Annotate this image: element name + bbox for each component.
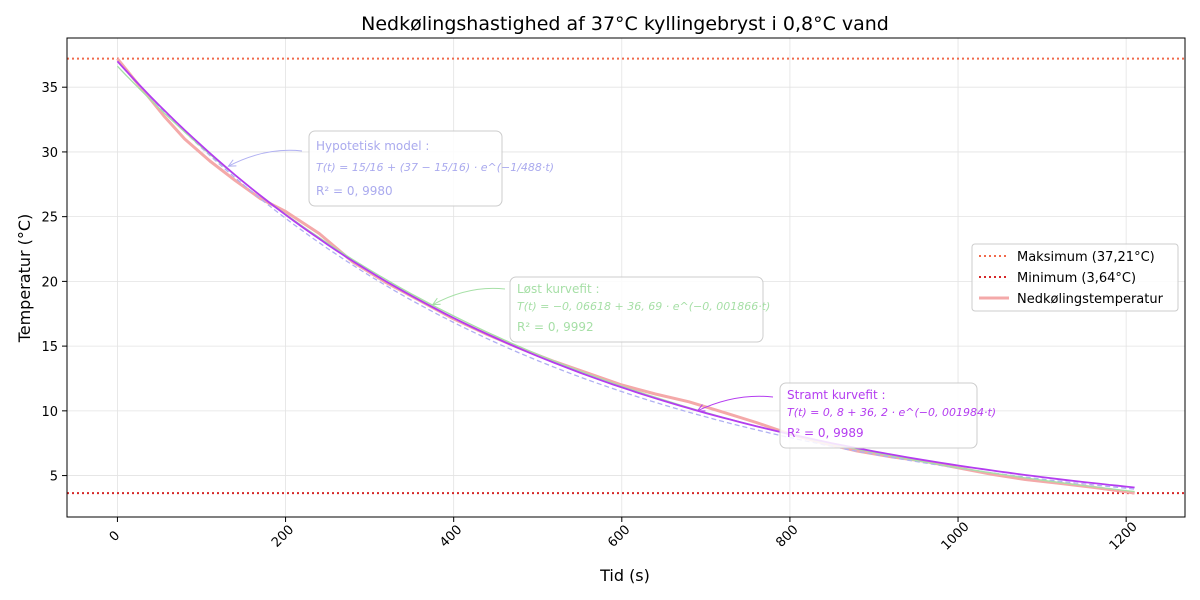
annotation-loose-r2: R² = 0, 9992: [517, 320, 594, 334]
legend-label-min: Minimum (3,64°C): [1017, 271, 1136, 286]
annotation-arrowhead: [696, 404, 706, 412]
annotation-hypothetical-formula: T(t) = 15/16 + (37 − 15/16) · e^(−1/488·…: [316, 161, 554, 174]
annotation-box-hypothetical: [308, 130, 503, 207]
annotation-loose-formula: T(t) = −0, 06618 + 36, 69 · e^(−0, 00186…: [517, 300, 770, 313]
x-tick-label: 200: [269, 522, 297, 550]
x-axis-ticks: 0 200 400 600 800 1000 1200: [107, 517, 1141, 554]
annotation-tight-formula: T(t) = 0, 8 + 36, 2 · e^(−0, 001984·t): [787, 406, 996, 419]
legend: Maksimum (37,21°C) Minimum (3,64°C) Nedk…: [971, 243, 1179, 312]
x-tick-label: 1000: [939, 520, 973, 554]
annotation-hypothetical: Hypotetisk model : T(t) = 15/16 + (37 − …: [227, 130, 554, 207]
y-tick-label: 25: [41, 211, 58, 226]
annotation-tight-r2: R² = 0, 9989: [787, 426, 864, 440]
series-layer: [116, 57, 1135, 495]
annotation-hypothetical-title: Hypotetisk model :: [316, 139, 429, 153]
annotation-box-loose: [509, 276, 764, 343]
plot-frame: [66, 37, 1186, 518]
annotation-arrow-tight: [697, 395, 774, 412]
reference-lines: [67, 57, 1185, 495]
annotation-loose: Løst kurvefit : T(t) = −0, 06618 + 36, 6…: [431, 276, 770, 343]
grid: [67, 38, 1185, 517]
annotation-arrow-loose: [432, 287, 506, 306]
annotation-tight: Stramt kurvefit : T(t) = 0, 8 + 36, 2 · …: [696, 382, 996, 449]
y-axis-ticks: 5 10 15 20 25 30 35: [41, 81, 67, 485]
y-tick-label: 30: [41, 146, 58, 161]
annotation-hypothetical-r2: R² = 0, 9980: [316, 184, 393, 198]
x-tick-label: 800: [773, 522, 801, 550]
chart-title: Nedkølingshastighed af 37°C kyllingebrys…: [361, 13, 889, 35]
y-tick-label: 35: [41, 81, 58, 96]
legend-label-data: Nedkølingstemperatur: [1017, 292, 1164, 307]
x-axis-label: Tid (s): [599, 566, 650, 585]
annotation-box-tight: [779, 382, 978, 449]
y-tick-label: 20: [41, 275, 58, 290]
x-tick-label: 600: [605, 522, 633, 550]
legend-box: [971, 243, 1179, 312]
y-tick-label: 15: [41, 340, 58, 355]
annotation-loose-title: Løst kurvefit :: [517, 282, 600, 296]
annotation-arrowhead: [227, 159, 237, 167]
x-tick-label: 400: [437, 522, 465, 550]
x-tick-label: 1200: [1107, 520, 1141, 554]
annotation-arrow-hypothetical: [228, 149, 303, 167]
legend-label-max: Maksimum (37,21°C): [1017, 250, 1155, 265]
annotation-arrowhead: [431, 297, 441, 306]
y-tick-label: 10: [41, 405, 58, 420]
x-tick-label: 0: [107, 528, 123, 544]
y-tick-label: 5: [50, 470, 58, 485]
fit-line-tight: [116, 60, 1135, 489]
annotation-tight-title: Stramt kurvefit :: [787, 388, 886, 402]
y-axis-label: Temperatur (°C): [15, 214, 34, 344]
